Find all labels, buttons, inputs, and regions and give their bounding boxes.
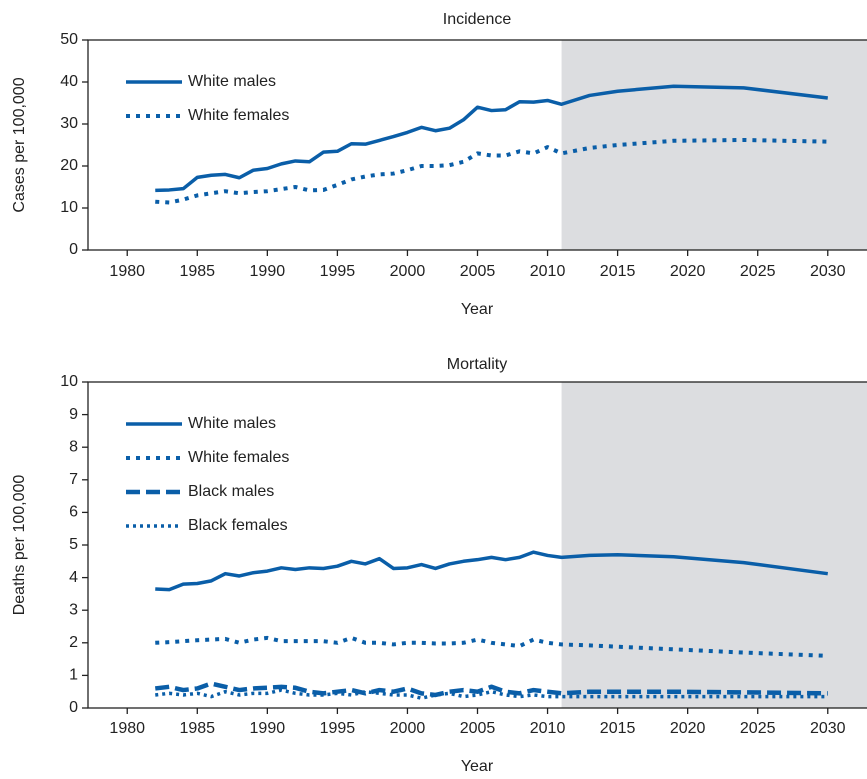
- y-tick-label: 3: [69, 601, 78, 618]
- x-tick-label: 2005: [460, 263, 496, 280]
- series-line: [154, 681, 828, 698]
- x-tick-label: 2000: [390, 720, 426, 737]
- y-axis-title: Deaths per 100,000: [11, 475, 28, 616]
- x-tick-label: 1995: [320, 263, 356, 280]
- y-tick-label: 20: [60, 157, 78, 174]
- chart-title: Incidence: [443, 11, 512, 28]
- x-tick-label: 1990: [250, 263, 286, 280]
- y-tick-label: 9: [69, 406, 78, 423]
- x-tick-label: 2025: [740, 720, 776, 737]
- series-line: [155, 550, 828, 592]
- x-tick-label: 1980: [109, 263, 145, 280]
- y-tick-label: 40: [60, 73, 78, 90]
- x-tick-label: 1990: [250, 720, 286, 737]
- legend-label: White males: [188, 415, 276, 432]
- x-tick-label: 2020: [670, 720, 706, 737]
- y-tick-label: 4: [69, 569, 78, 586]
- x-axis-title: Year: [461, 301, 494, 318]
- x-tick-label: 2030: [810, 263, 846, 280]
- plot-frame: [87, 39, 867, 251]
- legend-label: White males: [188, 73, 276, 90]
- x-tick-label: 2015: [600, 263, 636, 280]
- series-line: [155, 137, 828, 205]
- y-tick-label: 5: [69, 536, 78, 553]
- y-tick-label: 10: [60, 199, 78, 216]
- y-tick-label: 0: [69, 241, 78, 258]
- y-axis-title: Cases per 100,000: [11, 77, 28, 212]
- legend-label: White females: [188, 107, 289, 124]
- x-tick-label: 2025: [740, 263, 776, 280]
- y-tick-label: 0: [69, 699, 78, 716]
- x-tick-label: 1985: [179, 720, 215, 737]
- x-tick-label: 1995: [320, 720, 356, 737]
- x-tick-label: 2030: [810, 720, 846, 737]
- legend-label: Black males: [188, 483, 274, 500]
- y-tick-label: 8: [69, 438, 78, 455]
- x-tick-label: 2000: [390, 263, 426, 280]
- y-tick-label: 7: [69, 471, 78, 488]
- legend-label: Black females: [188, 517, 288, 534]
- x-tick-label: 1980: [109, 720, 145, 737]
- x-tick-label: 2010: [530, 263, 566, 280]
- projection-shade: [561, 382, 867, 708]
- series-line: [155, 635, 828, 658]
- x-tick-label: 2010: [530, 720, 566, 737]
- y-tick-label: 6: [69, 504, 78, 521]
- projection-shade: [561, 40, 867, 250]
- x-tick-label: 2005: [460, 720, 496, 737]
- y-tick-label: 1: [69, 667, 78, 684]
- x-tick-label: 2015: [600, 720, 636, 737]
- chart-title: Mortality: [447, 356, 507, 373]
- x-tick-label: 2020: [670, 263, 706, 280]
- legend-label: White females: [188, 449, 289, 466]
- y-tick-label: 50: [60, 31, 78, 48]
- y-tick-label: 2: [69, 634, 78, 651]
- x-tick-label: 1985: [179, 263, 215, 280]
- series-line: [155, 84, 828, 193]
- x-axis-title: Year: [461, 758, 494, 775]
- y-tick-label: 10: [60, 373, 78, 390]
- y-tick-label: 30: [60, 115, 78, 132]
